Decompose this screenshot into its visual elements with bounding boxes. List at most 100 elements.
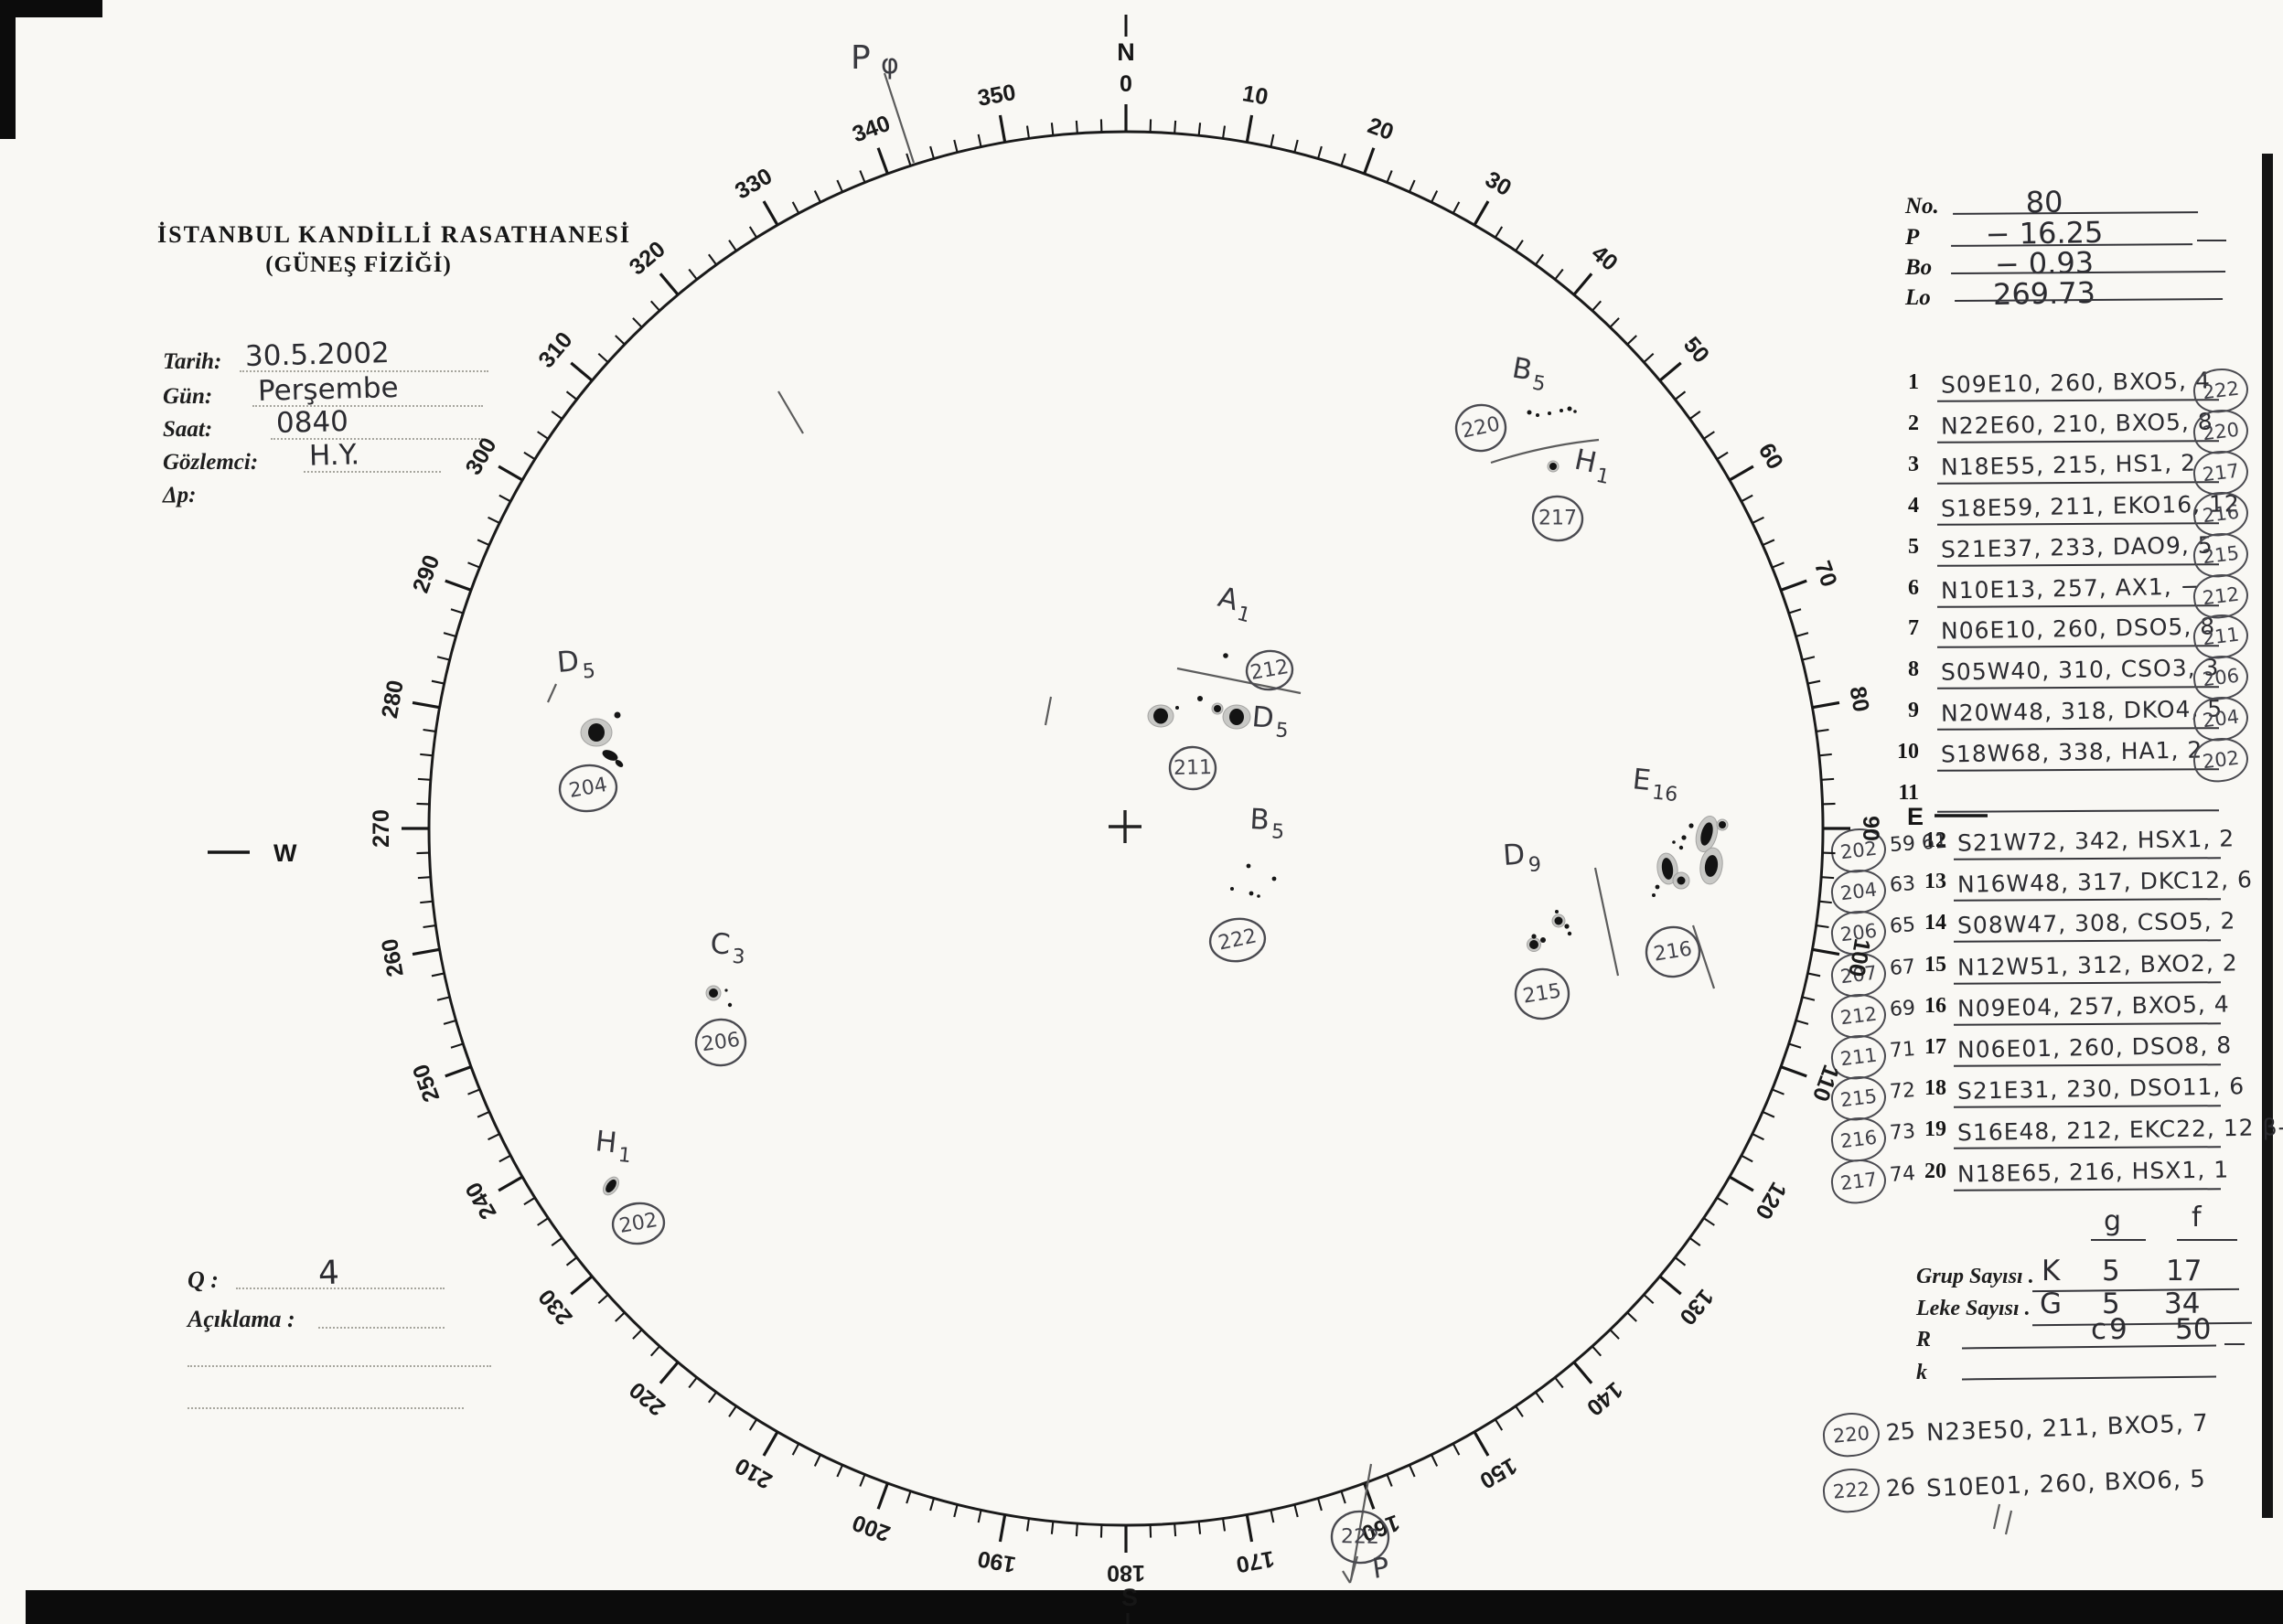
sunspot-pore: [1527, 410, 1532, 415]
minor-tick: [1197, 123, 1202, 136]
minor-tick: [748, 226, 758, 239]
hand-line: [546, 683, 558, 703]
minor-tick: [417, 876, 431, 880]
sunspot-pore: [1678, 845, 1684, 850]
hand-line: [1490, 438, 1600, 465]
minor-tick: [420, 753, 434, 757]
sunspot-pore: [1223, 653, 1228, 658]
degree-label: 70: [1809, 558, 1842, 591]
region-row-number: 15: [1924, 952, 1946, 977]
sunspot-umbra: [615, 760, 624, 767]
region-number: 216: [1652, 937, 1693, 966]
sunspot-pore: [1249, 891, 1254, 896]
q-label: Q :: [188, 1266, 219, 1293]
obs-field-dotted-0: [240, 348, 488, 372]
minor-tick: [977, 1510, 982, 1523]
major-tick: [876, 1482, 889, 1510]
minor-tick: [813, 1454, 821, 1467]
minor-tick: [443, 1020, 456, 1025]
degree-label: 20: [1365, 112, 1398, 145]
region-number-circle: [1330, 1510, 1390, 1565]
minor-tick: [1818, 753, 1832, 757]
degree-label: 240: [461, 1178, 502, 1223]
ephemeris-extra-dash-1: [2197, 236, 2226, 241]
region-row-number: 6: [1908, 575, 1919, 600]
region-number: 222: [1217, 924, 1259, 955]
sunspot-pore: [1672, 840, 1676, 844]
degree-label: 130: [1674, 1284, 1718, 1330]
minor-tick: [1554, 1376, 1564, 1389]
sunspot-group-215-d9: D9 215: [1502, 837, 1572, 1020]
minor-tick: [791, 201, 800, 214]
minor-tick: [1688, 1237, 1701, 1246]
minor-tick: [632, 317, 643, 328]
minor-tick: [1174, 1523, 1177, 1537]
minor-tick: [632, 1329, 643, 1340]
major-tick: [1363, 147, 1376, 175]
degree-label: 340: [849, 111, 894, 148]
sunspot-pore: [1246, 863, 1251, 869]
major-tick: [498, 465, 523, 482]
region-row-number: 19: [1924, 1117, 1946, 1142]
minor-tick: [1752, 516, 1764, 524]
minor-tick: [597, 352, 609, 363]
sunspot-pore: [1175, 706, 1179, 710]
sunspot-pore: [1531, 934, 1537, 939]
sunspot-pore: [1567, 931, 1572, 936]
minor-tick: [1431, 190, 1439, 203]
minor-tick: [906, 153, 912, 166]
sunspot-pore: [1271, 876, 1277, 881]
minor-tick: [1741, 494, 1753, 503]
major-tick: [445, 1065, 472, 1078]
major-tick: [1473, 1431, 1490, 1457]
minor-tick: [1050, 1521, 1055, 1534]
totals-row-a-2: c: [2091, 1313, 2107, 1346]
minor-tick: [688, 1376, 698, 1389]
totals-row-g-0: 5: [2102, 1255, 2120, 1287]
totals-col-header-g-underline: [2091, 1236, 2146, 1241]
south-label: S: [1121, 1584, 1138, 1611]
aciklama-label: Açıklama :: [188, 1306, 295, 1332]
minor-tick: [836, 1464, 844, 1478]
minor-tick: [906, 1490, 912, 1504]
region-row-number: 9: [1908, 699, 1919, 723]
sunspot-umbra: [709, 988, 718, 998]
degree-label: 200: [849, 1510, 894, 1547]
hand-stroke: [1044, 696, 1053, 726]
minor-tick: [1674, 390, 1687, 401]
minor-tick: [1821, 777, 1835, 781]
minor-tick: [1340, 1490, 1346, 1504]
minor-tick: [523, 1196, 536, 1206]
ephemeris-label-1: P: [1905, 225, 1920, 250]
minor-tick: [859, 170, 866, 183]
degree-label: 140: [1581, 1376, 1627, 1420]
sunspot-umbra: [606, 1179, 616, 1193]
minor-tick: [708, 253, 717, 266]
sunspot-pore: [1230, 887, 1234, 891]
minor-tick: [1197, 1521, 1202, 1534]
minor-tick: [1674, 1256, 1687, 1266]
major-tick: [570, 361, 594, 382]
minor-tick: [1762, 1110, 1775, 1118]
degree-label: 270: [369, 809, 394, 848]
major-tick: [659, 1361, 680, 1384]
group-label: D9: [1502, 837, 1542, 879]
minor-tick: [523, 451, 536, 461]
major-tick: [1245, 1514, 1254, 1543]
minor-tick: [1752, 1133, 1764, 1141]
minor-tick: [1592, 1345, 1602, 1357]
group-label: A1: [1213, 581, 1257, 627]
minor-tick: [1293, 139, 1299, 153]
minor-tick: [1386, 170, 1393, 183]
minor-tick: [1609, 1329, 1620, 1340]
totals-row-f-2: 50: [2175, 1313, 2212, 1346]
minor-tick: [1270, 1510, 1275, 1523]
org-title-line1: İSTANBUL KANDİLLİ RASATHANESİ: [157, 221, 631, 248]
region-number-circle: [1245, 649, 1294, 691]
minor-tick: [1293, 1504, 1299, 1518]
totals-col-header-g: g: [2104, 1205, 2122, 1237]
minor-tick: [450, 1042, 464, 1049]
degree-label: 10: [1240, 80, 1270, 110]
minor-tick: [1688, 411, 1701, 420]
